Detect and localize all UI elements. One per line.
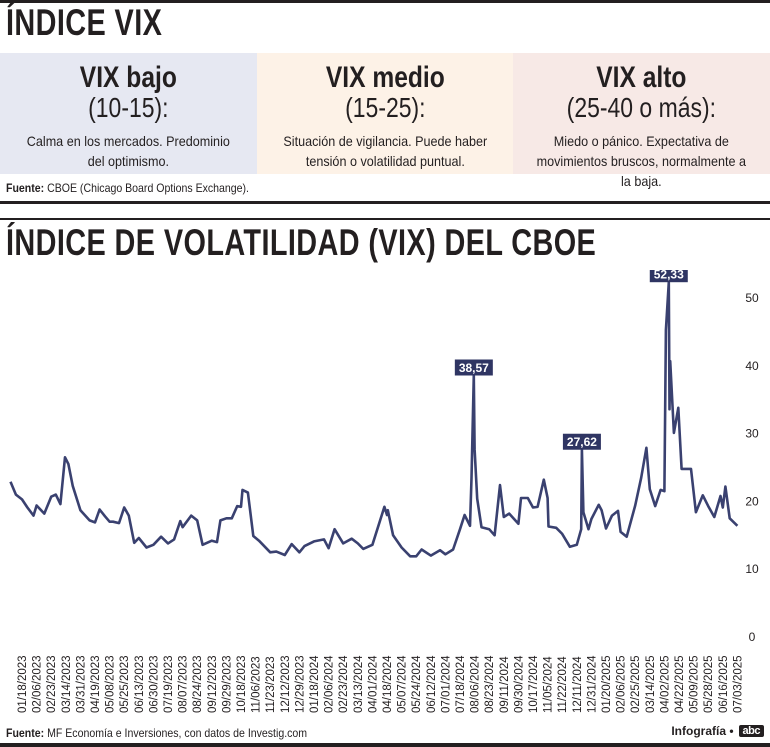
x-tick-label: 11/23/2023 — [265, 656, 277, 713]
vix-series-line — [9, 280, 739, 558]
x-tick-label: 09/12/2023 — [207, 655, 219, 713]
vix-levels-panel: VIX bajo (10-15): Calma en los mercados.… — [0, 53, 770, 189]
source-label: Fuente: — [6, 181, 45, 195]
x-tick-label: 09/29/2023 — [221, 655, 233, 713]
x-tick-label: 02/23/2023 — [46, 655, 58, 713]
x-tick-label: 08/24/2023 — [192, 655, 204, 713]
annotation-box — [454, 359, 493, 376]
abc-logo: abc — [738, 725, 764, 737]
level-name: VIX alto — [596, 61, 687, 94]
x-tick-label: 02/06/2025 — [616, 655, 628, 713]
bottom-rule — [0, 743, 770, 747]
x-tick-label: 04/22/2025 — [674, 655, 686, 713]
x-tick-label: 06/16/2025 — [718, 655, 730, 713]
annotation-label: 38,57 — [459, 361, 489, 375]
x-tick-label: 05/09/2025 — [689, 655, 701, 713]
x-tick-label: 01/20/2025 — [601, 655, 613, 713]
x-tick-label: 10/17/2024 — [528, 655, 540, 713]
x-tick-label: 08/23/2024 — [484, 655, 496, 713]
x-tick-label: 05/24/2024 — [411, 655, 423, 713]
x-tick-label: 01/18/2024 — [309, 655, 321, 713]
x-tick-label: 06/12/2024 — [426, 655, 438, 713]
credit: Infografía • abc — [671, 724, 764, 738]
source-label: Fuente: — [6, 726, 45, 740]
x-tick-label: 07/03/2025 — [732, 655, 744, 713]
annotation-box — [649, 270, 688, 283]
x-tick-label: 01/18/2023 — [17, 655, 29, 713]
x-tick-label: 02/23/2024 — [338, 655, 350, 713]
x-tick-label: 06/30/2023 — [148, 655, 160, 713]
x-tick-label: 03/13/2024 — [353, 655, 365, 713]
x-tick-label: 12/29/2023 — [294, 655, 306, 713]
source-text: CBOE (Chicago Board Options Exchange). — [44, 181, 249, 195]
x-tick-label: 10/18/2023 — [236, 655, 248, 713]
x-tick-label: 04/19/2023 — [90, 655, 102, 713]
chart-title: ÍNDICE DE VOLATILIDAD (VIX) DEL CBOE — [6, 222, 597, 263]
level-description: Situación de vigilancia. Puede haber ten… — [283, 133, 487, 169]
credit-text: Infografía • — [671, 724, 734, 738]
x-tick-label: 04/18/2024 — [382, 655, 394, 713]
divider — [0, 201, 770, 204]
x-tick-label: 07/19/2023 — [163, 655, 175, 713]
x-tick-label: 08/07/2023 — [178, 655, 190, 713]
source-bottom: Fuente: MF Economía e Inversiones, con d… — [6, 726, 307, 740]
x-tick-label: 05/07/2024 — [397, 655, 409, 713]
level-range: (10-15): — [88, 92, 169, 123]
x-tick-label: 09/30/2024 — [513, 655, 525, 713]
top-rule — [0, 0, 770, 3]
x-tick-label: 02/06/2023 — [32, 655, 44, 713]
source-text: MF Economía e Inversiones, con datos de … — [44, 726, 308, 740]
x-tick-label: 12/11/2024 — [572, 656, 584, 713]
x-tick-label: 04/01/2024 — [367, 655, 379, 713]
x-tick-label: 07/18/2024 — [455, 655, 467, 713]
x-tick-label: 04/02/2025 — [659, 655, 671, 713]
annotation-label: 52,33 — [654, 270, 684, 282]
x-tick-label: 05/25/2023 — [119, 655, 131, 713]
y-tick-label: 50 — [745, 291, 759, 305]
x-tick-label: 02/06/2024 — [324, 655, 336, 713]
x-tick-label: 11/06/2023 — [251, 656, 263, 713]
level-description: Miedo o pánico. Expectativa de movimient… — [536, 133, 747, 189]
level-high: VIX alto (25-40 o más): Miedo o pánico. … — [513, 53, 770, 189]
level-range: (25-40 o más): — [567, 92, 717, 123]
y-tick-label: 20 — [745, 494, 759, 508]
level-name: VIX medio — [325, 61, 445, 94]
x-tick-label: 11/22/2024 — [557, 656, 569, 713]
y-tick-label: 10 — [745, 562, 759, 576]
x-tick-label: 05/28/2025 — [703, 655, 715, 713]
y-tick-label: 30 — [745, 427, 759, 441]
level-description: Calma en los mercados. Predominio del op… — [26, 133, 230, 169]
level-low: VIX bajo (10-15): Calma en los mercados.… — [0, 53, 257, 174]
y-tick-label: 40 — [745, 359, 759, 373]
x-tick-label: 07/01/2024 — [440, 655, 452, 713]
y-tick-label: 0 — [749, 630, 756, 644]
level-range: (15-25): — [344, 92, 426, 123]
level-name: VIX bajo — [79, 61, 177, 94]
x-tick-label: 12/31/2024 — [586, 655, 598, 713]
peak-annotation: 27,62 — [562, 433, 601, 450]
level-medium: VIX medio (15-25): Situación de vigilanc… — [256, 53, 514, 174]
peak-annotation: 52,33 — [649, 270, 688, 283]
x-tick-label: 12/12/2023 — [280, 655, 292, 713]
x-tick-label: 11/05/2024 — [543, 656, 555, 713]
divider — [0, 218, 770, 220]
x-tick-label: 08/06/2024 — [470, 655, 482, 713]
x-tick-label: 06/13/2023 — [134, 655, 146, 713]
x-tick-label: 03/31/2023 — [75, 655, 87, 713]
source-top: Fuente: CBOE (Chicago Board Options Exch… — [6, 181, 249, 195]
annotation-label: 27,62 — [567, 435, 597, 449]
page-title: ÍNDICE VIX — [6, 2, 163, 43]
x-tick-label: 02/25/2025 — [630, 655, 642, 713]
peak-annotation: 38,57 — [454, 359, 493, 376]
annotation-box — [562, 433, 601, 450]
x-tick-label: 03/14/2025 — [645, 655, 657, 713]
x-tick-label: 03/14/2023 — [61, 655, 73, 713]
x-tick-label: 09/11/2024 — [499, 656, 511, 713]
x-tick-label: 05/08/2023 — [105, 655, 117, 713]
